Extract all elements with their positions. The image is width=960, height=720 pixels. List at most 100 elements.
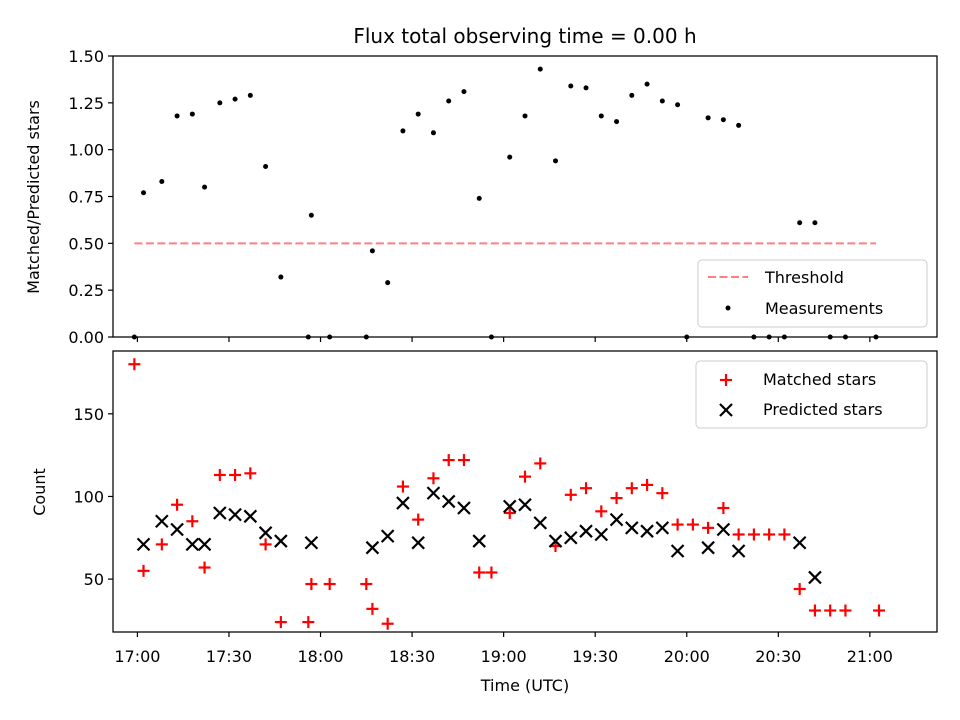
bottom-legend-box — [695, 360, 928, 429]
predicted-star-point — [197, 537, 212, 552]
predicted-star-point — [594, 527, 609, 542]
predicted-star-point — [518, 497, 532, 512]
matched-star-point — [717, 502, 730, 515]
matched-star-point — [323, 578, 336, 591]
measurement-point — [400, 128, 406, 134]
predicted-star-point — [808, 570, 822, 585]
measurement-point — [705, 115, 711, 121]
measurement-point — [247, 92, 253, 98]
predicted-star-point — [655, 521, 670, 535]
matched-star-point — [686, 518, 699, 531]
predicted-star-point — [609, 512, 624, 527]
measurement-point — [202, 184, 208, 190]
predicted-star-point — [228, 507, 242, 522]
measurement-point — [629, 92, 635, 98]
measurement-point — [598, 113, 604, 119]
measurement-point — [614, 119, 620, 125]
count-points-layer — [128, 358, 886, 630]
x-axis-label: Time (UTC) — [480, 676, 569, 695]
predicted-star-point — [731, 544, 746, 558]
top-y-tick-label: 1.25 — [68, 94, 104, 113]
x-tick-label: 20:30 — [755, 647, 801, 666]
measurement-point — [507, 154, 513, 160]
matched-star-point — [485, 566, 498, 579]
matched-star-point — [305, 578, 318, 591]
bottom-legend: Matched stars Predicted stars — [695, 360, 928, 429]
matched-star-point — [519, 470, 531, 483]
matched-star-point — [808, 604, 821, 617]
top-legend-box — [697, 259, 928, 328]
predicted-star-point — [579, 524, 593, 538]
top-y-axis-label: Matched/Predicted stars — [24, 100, 43, 294]
measurement-point — [461, 89, 467, 95]
measurement-point — [159, 179, 165, 185]
measurement-points-layer — [131, 66, 879, 340]
predicted-star-point — [502, 499, 517, 514]
top-y-tick-label: 0.50 — [68, 234, 104, 253]
predicted-star-point — [670, 544, 685, 558]
measurement-point — [675, 102, 681, 108]
predicted-star-point — [533, 516, 548, 530]
predicted-star-point — [213, 506, 227, 520]
predicted-star-point — [701, 540, 715, 555]
measurement-point — [217, 100, 223, 106]
measurement-point — [278, 274, 284, 280]
measurement-point — [141, 190, 147, 196]
matched-star-point — [274, 616, 287, 629]
predicted-star-point — [274, 534, 288, 548]
matched-star-point — [625, 482, 638, 495]
measurement-point — [659, 98, 665, 104]
legend-matched-swatch — [720, 374, 732, 386]
predicted-star-point — [441, 494, 456, 509]
matched-star-point — [732, 528, 745, 541]
x-tick-label: 18:00 — [297, 647, 343, 666]
predicted-star-point — [548, 534, 563, 548]
measurement-point — [430, 130, 436, 136]
measurement-point — [446, 98, 452, 104]
matched-star-point — [213, 468, 226, 481]
predicted-star-point — [640, 524, 654, 538]
matched-star-point — [747, 528, 760, 541]
matched-star-point — [360, 578, 373, 591]
measurement-point — [232, 96, 238, 102]
top-y-tick-label: 1.00 — [68, 141, 104, 160]
measurement-point — [369, 248, 375, 254]
top-y-tick-label: 0.25 — [68, 281, 104, 300]
measurement-point — [736, 122, 742, 128]
measurement-point — [308, 212, 314, 218]
matched-star-point — [155, 538, 168, 551]
measurement-point — [812, 220, 818, 226]
predicted-star-point — [380, 529, 395, 543]
x-tick-label: 17:00 — [114, 647, 160, 666]
x-tick-label: 19:30 — [572, 647, 618, 666]
matched-star-point — [457, 454, 470, 467]
predicted-star-point — [411, 535, 425, 550]
measurement-point — [415, 111, 421, 117]
measurement-point — [522, 113, 528, 119]
measurement-point — [189, 111, 195, 117]
bottom-panel: 50 100 150 17:00 17:30 18:00 18:30 19:00 19:30 2… — [30, 350, 938, 695]
bottom-y-axis-label: Count — [30, 468, 49, 516]
top-y-axis-ticks: 0.00 0.25 0.50 0.75 1.00 1.25 1.50 — [68, 47, 113, 347]
matched-star-point — [763, 528, 776, 541]
matched-star-point — [137, 564, 150, 577]
matched-star-point — [186, 515, 199, 528]
matched-star-point — [396, 480, 409, 493]
legend-threshold-label: Threshold — [764, 268, 844, 287]
predicted-star-point — [716, 522, 731, 537]
predicted-star-point — [472, 534, 487, 548]
matched-star-point — [128, 358, 141, 371]
measurement-point — [174, 113, 180, 119]
matched-star-point — [793, 583, 806, 596]
measurement-point — [263, 164, 269, 170]
top-plot-frame — [112, 55, 938, 338]
matched-star-point — [244, 467, 257, 480]
measurement-point — [720, 117, 726, 123]
matched-star-point — [534, 457, 547, 470]
matched-star-point — [824, 604, 837, 617]
predicted-star-point — [563, 531, 578, 545]
matched-star-point — [641, 478, 654, 491]
matched-star-point — [778, 528, 791, 541]
matched-star-point — [610, 492, 623, 505]
matched-star-point — [171, 498, 184, 511]
